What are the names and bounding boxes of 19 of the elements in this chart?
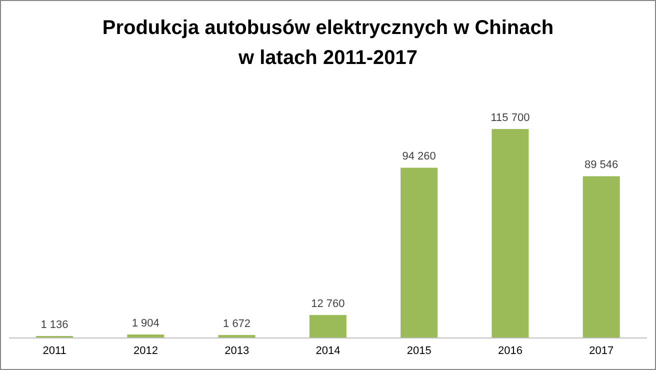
data-label: 1 904 xyxy=(132,318,160,330)
x-tick-label: 2015 xyxy=(406,344,432,357)
data-label: 1 672 xyxy=(223,318,251,330)
chart-title: Produkcja autobusów elektrycznych w Chinach w latach 2011-2017 xyxy=(101,16,555,71)
bar xyxy=(582,176,620,338)
bar xyxy=(400,168,438,338)
data-label: 89 546 xyxy=(584,159,618,172)
x-tick-label: 2013 xyxy=(224,344,250,357)
data-label: 94 260 xyxy=(402,150,436,163)
bar xyxy=(309,314,346,338)
data-label: 12 760 xyxy=(311,298,345,310)
bar xyxy=(492,129,529,338)
x-tick-label: 2017 xyxy=(589,344,614,357)
x-tick-label: 2014 xyxy=(316,344,340,357)
x-tick-label: 2012 xyxy=(133,344,158,357)
data-label: 115 700 xyxy=(490,112,530,124)
data-label: 1 136 xyxy=(40,318,68,331)
x-tick-label: 2011 xyxy=(42,344,66,357)
x-tick-label: 2016 xyxy=(498,344,523,357)
